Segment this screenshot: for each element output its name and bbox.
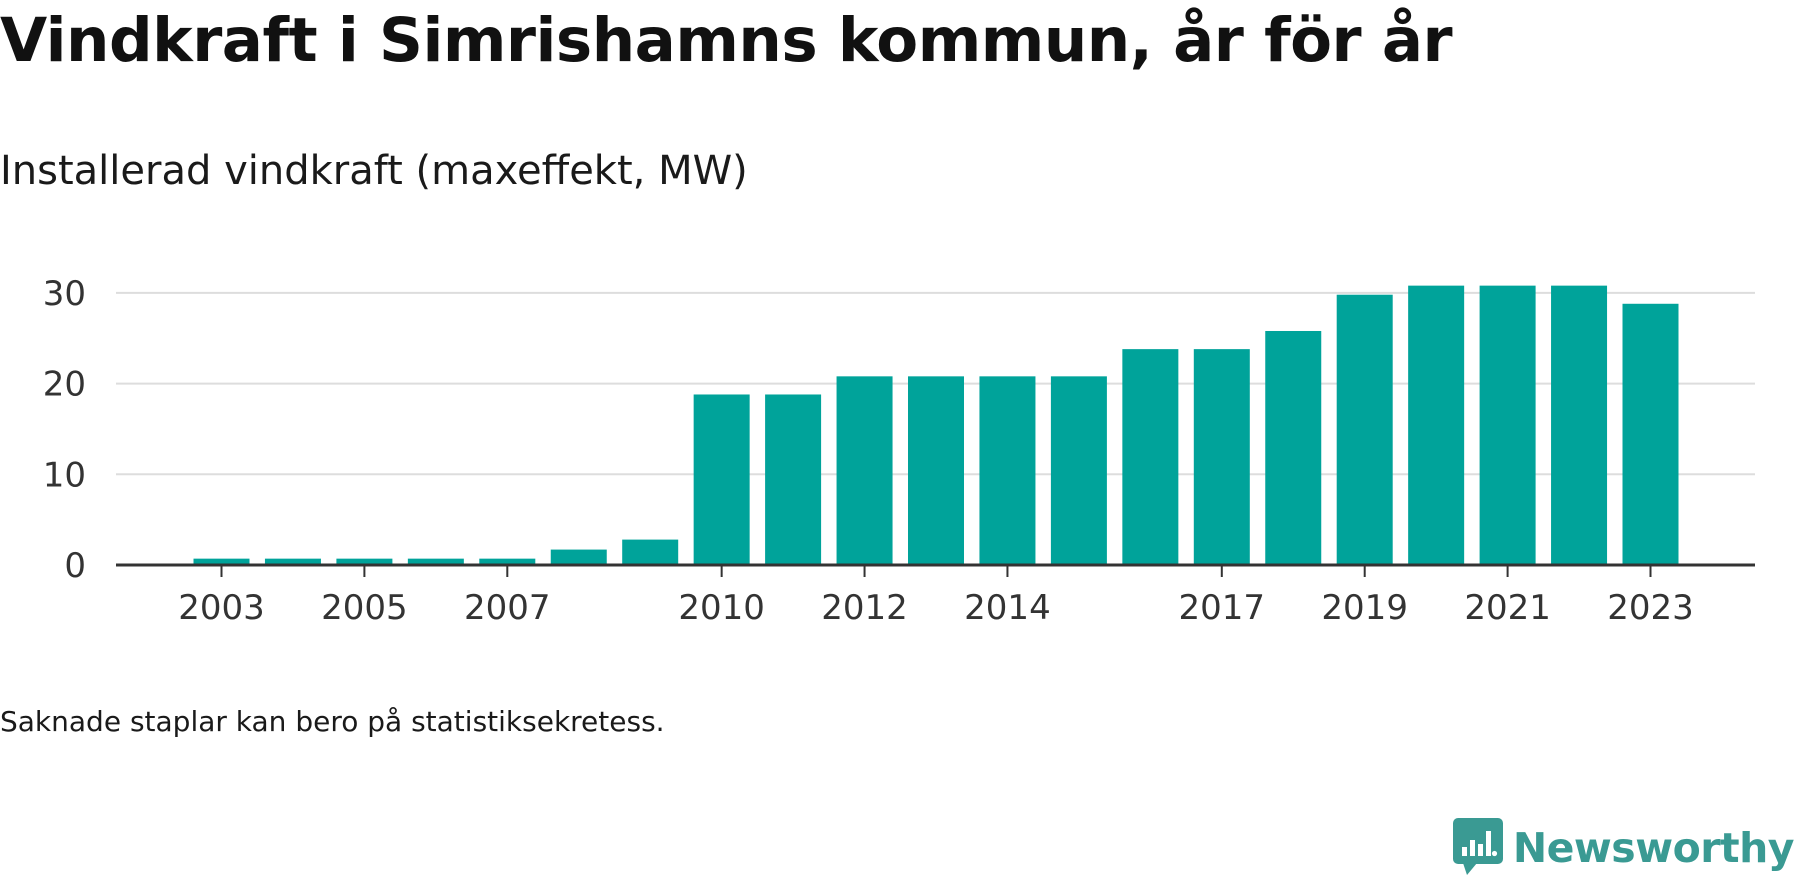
bar-2023 — [1622, 303, 1679, 565]
bar-2012 — [836, 376, 893, 565]
bar-2015 — [1050, 376, 1107, 565]
x-tick-label: 2021 — [1464, 588, 1551, 628]
x-tick-label: 2003 — [178, 588, 265, 628]
y-tick-label: 30 — [43, 274, 86, 314]
x-tick-label: 2010 — [678, 588, 765, 628]
x-tick-label: 2007 — [464, 588, 551, 628]
brand-name: Newsworthy — [1512, 824, 1795, 872]
bar-2017 — [1193, 349, 1250, 565]
bar-2008 — [550, 549, 607, 565]
x-tick-label: 2012 — [821, 588, 908, 628]
bar-2007 — [479, 558, 536, 565]
bar-2011 — [765, 394, 822, 565]
bar-chart: 0 10 20 30 2003 2005 2007 2010 2012 2014 2017 2019… — [43, 274, 1755, 628]
chart-title: Vindkraft i Simrishamns kommun, år för å… — [0, 5, 1453, 76]
chart-subtitle: Installerad vindkraft (maxeffekt, MW) — [0, 148, 748, 194]
y-tick-label: 0 — [64, 546, 86, 586]
x-tick-label: 2019 — [1321, 588, 1408, 628]
bar-2003 — [193, 558, 250, 565]
bar-2020 — [1408, 285, 1465, 565]
bar-2021 — [1479, 285, 1536, 565]
bar-2013 — [908, 376, 964, 565]
bar-2006 — [407, 558, 464, 565]
y-tick-label: 10 — [43, 455, 86, 495]
bar-2009 — [622, 539, 679, 565]
brand-logo: Newsworthy — [1452, 818, 1795, 878]
bar-2014 — [979, 376, 1036, 565]
x-axis — [116, 563, 1755, 577]
y-axis-tick-labels: 0 10 20 30 — [43, 274, 86, 586]
footnote: Saknade staplar kan bero på statistiksek… — [0, 705, 665, 738]
bars — [193, 285, 1679, 565]
bar-2005 — [336, 558, 393, 565]
x-axis-tick-labels: 2003 2005 2007 2010 2012 2014 2017 2019 2021 2023 — [178, 588, 1694, 628]
bar-2018 — [1265, 330, 1322, 565]
bar-2022 — [1551, 285, 1608, 565]
bar-2010 — [693, 394, 750, 565]
x-tick-label: 2017 — [1179, 588, 1266, 628]
bar-2019 — [1336, 294, 1393, 565]
bar-2004 — [264, 558, 321, 565]
newsworthy-logo-icon — [1452, 818, 1503, 875]
x-tick-label: 2023 — [1607, 588, 1694, 628]
bar-2016 — [1122, 349, 1179, 565]
x-tick-label: 2005 — [321, 588, 408, 628]
x-tick-label: 2014 — [964, 588, 1051, 628]
y-tick-label: 20 — [43, 365, 86, 405]
